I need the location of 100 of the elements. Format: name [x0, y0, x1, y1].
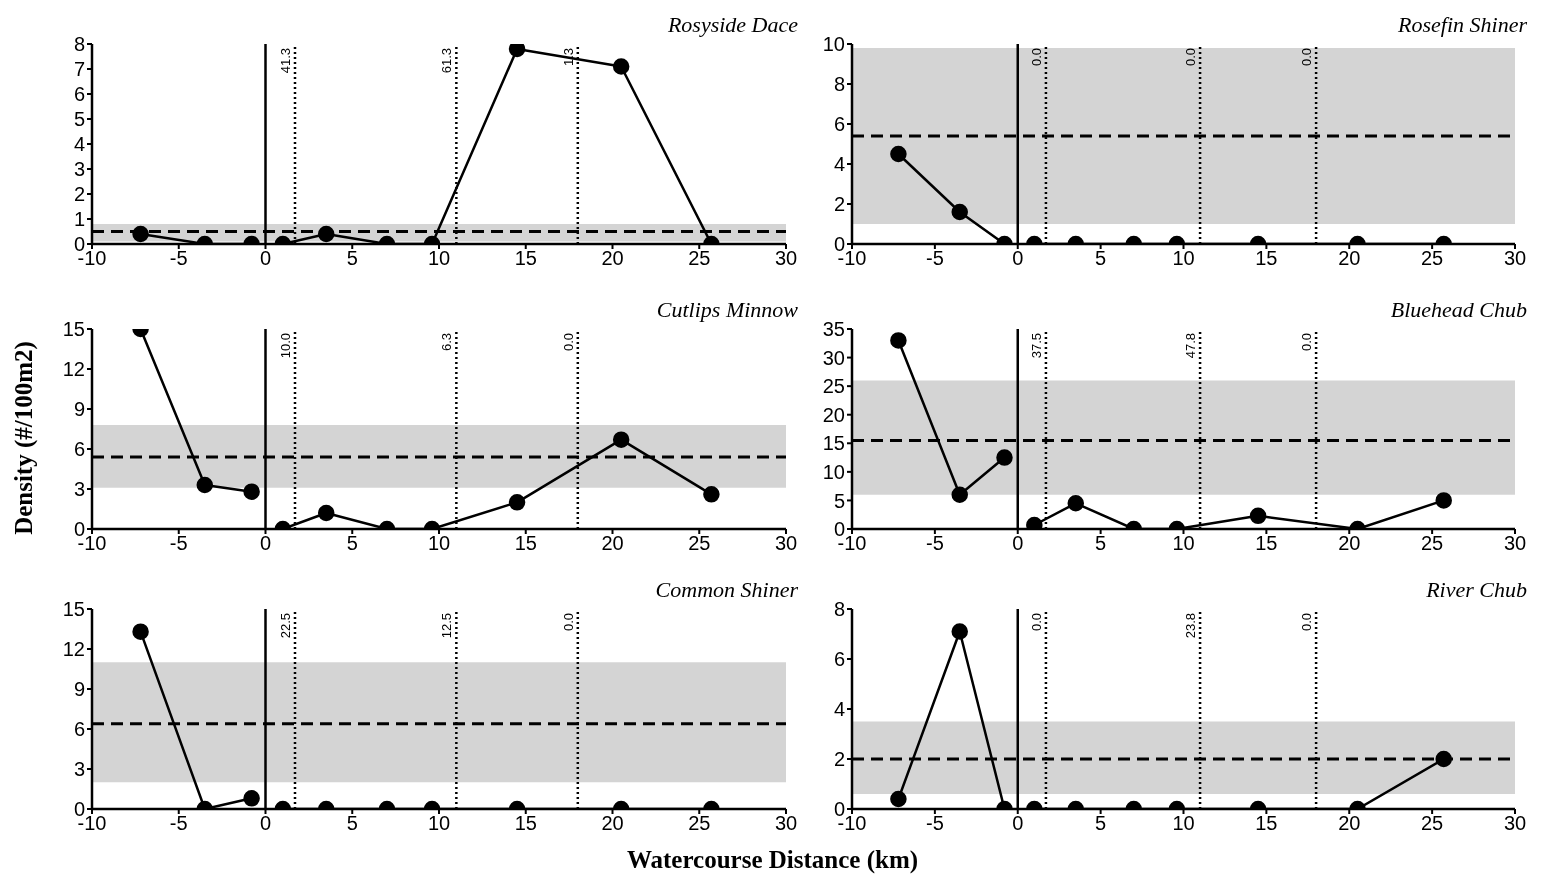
y-tick-label: 6	[833, 648, 845, 671]
point	[996, 449, 1013, 466]
x-tick-label: 30	[1503, 812, 1527, 835]
x-tick-label: 10	[427, 812, 451, 835]
x-tick-label: 25	[1421, 532, 1444, 555]
y-tick-label: 3	[73, 758, 85, 781]
y-tick-label: 30	[822, 346, 845, 369]
annotation: 0.0	[560, 333, 576, 352]
point	[1067, 495, 1085, 512]
x-tick-label: 5	[346, 247, 358, 270]
x-tick-label: 15	[1255, 812, 1278, 835]
point	[890, 332, 907, 349]
x-tick-label: 25	[688, 812, 711, 835]
point	[1249, 507, 1267, 525]
x-tick-label: 15	[514, 247, 537, 270]
x-tick-label: 25	[688, 247, 711, 270]
annotation: 12.5	[439, 613, 455, 639]
x-tick-label: 20	[1338, 812, 1361, 835]
x-axis-title: Watercourse Distance (km)	[625, 846, 920, 874]
annotation: 23.8	[1183, 613, 1199, 639]
x-tick-label: 5	[1095, 247, 1107, 270]
x-tick-label: 20	[1338, 532, 1361, 555]
y-tick-label: 8	[833, 598, 845, 621]
x-tick-label: 10	[1172, 247, 1195, 270]
annotation: 0.0	[560, 613, 576, 632]
x-tick-label: 30	[774, 812, 798, 835]
x-tick-label: 5	[346, 812, 358, 835]
y-tick-label: 4	[73, 133, 85, 156]
y-tick-label: 8	[833, 73, 845, 96]
annotation: 47.8	[1183, 333, 1199, 359]
x-tick-label: -5	[169, 812, 188, 835]
x-tick-label: 15	[514, 532, 537, 555]
x-tick-label: -5	[925, 532, 944, 555]
y-tick-label: 3	[73, 158, 85, 181]
y-tick-label: 6	[73, 438, 85, 461]
x-tick-label: 30	[1503, 532, 1527, 555]
x-tick-label: 20	[601, 532, 624, 555]
x-tick-label: -5	[925, 247, 944, 270]
y-tick-label: 2	[833, 748, 845, 771]
x-tick-label: 20	[601, 247, 624, 270]
y-tick-label: 8	[73, 33, 85, 56]
annotation: 1.3	[560, 48, 576, 67]
x-tick-label: 5	[346, 532, 358, 555]
x-tick-label: 25	[1421, 247, 1444, 270]
x-tick-label: 0	[259, 532, 272, 555]
y-tick-label: 6	[833, 113, 845, 136]
annotation: 22.5	[277, 613, 293, 639]
chart-title: Common Shiner	[655, 577, 798, 603]
x-tick-label: 10	[1172, 812, 1195, 835]
y-tick-label: 20	[822, 403, 845, 426]
point	[243, 483, 260, 500]
y-tick-label: 5	[73, 108, 85, 131]
x-tick-label: -5	[169, 532, 188, 555]
y-tick-label: 25	[822, 375, 845, 398]
x-tick-label: 20	[1338, 247, 1361, 270]
x-tick-label: 0	[1012, 532, 1024, 555]
annotation: 0.0	[1299, 333, 1315, 352]
y-tick-label: 7	[73, 58, 85, 81]
x-tick-label: 30	[1503, 247, 1527, 270]
x-tick-label: 20	[601, 812, 624, 835]
y-tick-label: 15	[822, 432, 845, 455]
y-tick-label: 3	[73, 478, 85, 501]
x-tick-label: 15	[514, 812, 537, 835]
x-tick-label: 10	[1172, 532, 1195, 555]
annotation: 6.3	[439, 333, 455, 352]
x-tick-label: 15	[1255, 247, 1278, 270]
x-tick-label: 30	[774, 532, 798, 555]
y-tick-label: 5	[833, 489, 845, 512]
x-tick-label: -5	[169, 247, 188, 270]
y-tick-label: 15	[62, 318, 85, 341]
annotation: 0.0	[1183, 48, 1199, 67]
annotation: 41.3	[277, 48, 293, 74]
x-tick-label: 5	[1095, 812, 1107, 835]
point	[951, 486, 968, 503]
y-tick-label: 15	[62, 598, 85, 621]
x-tick-label: 10	[427, 247, 451, 270]
x-tick-label: 15	[1255, 532, 1278, 555]
chart-title: River Chub	[1426, 577, 1527, 603]
point	[508, 494, 526, 511]
y-tick-label: 9	[73, 678, 85, 701]
chart-title: Cutlips Minnow	[656, 297, 798, 323]
x-tick-label: 25	[688, 532, 711, 555]
y-tick-label: 2	[833, 193, 845, 216]
y-axis-title: Density (#/100m2)	[10, 341, 38, 535]
x-tick-label: 5	[1095, 532, 1107, 555]
y-tick-label: 4	[833, 698, 845, 721]
y-tick-label: 9	[73, 398, 85, 421]
y-tick-label: 12	[62, 358, 85, 381]
y-tick-label: 10	[822, 33, 845, 56]
chart-title: Bluehead Chub	[1390, 297, 1527, 323]
point	[1435, 492, 1452, 509]
y-tick-label: 12	[62, 638, 85, 661]
annotation: 37.5	[1028, 333, 1044, 359]
point	[196, 476, 214, 494]
point	[317, 504, 335, 522]
annotation: 0.0	[1299, 613, 1315, 632]
y-tick-label: 4	[833, 153, 845, 176]
annotation: 0.0	[1028, 48, 1044, 67]
x-tick-label: 0	[1012, 812, 1024, 835]
x-tick-label: 30	[774, 247, 798, 270]
